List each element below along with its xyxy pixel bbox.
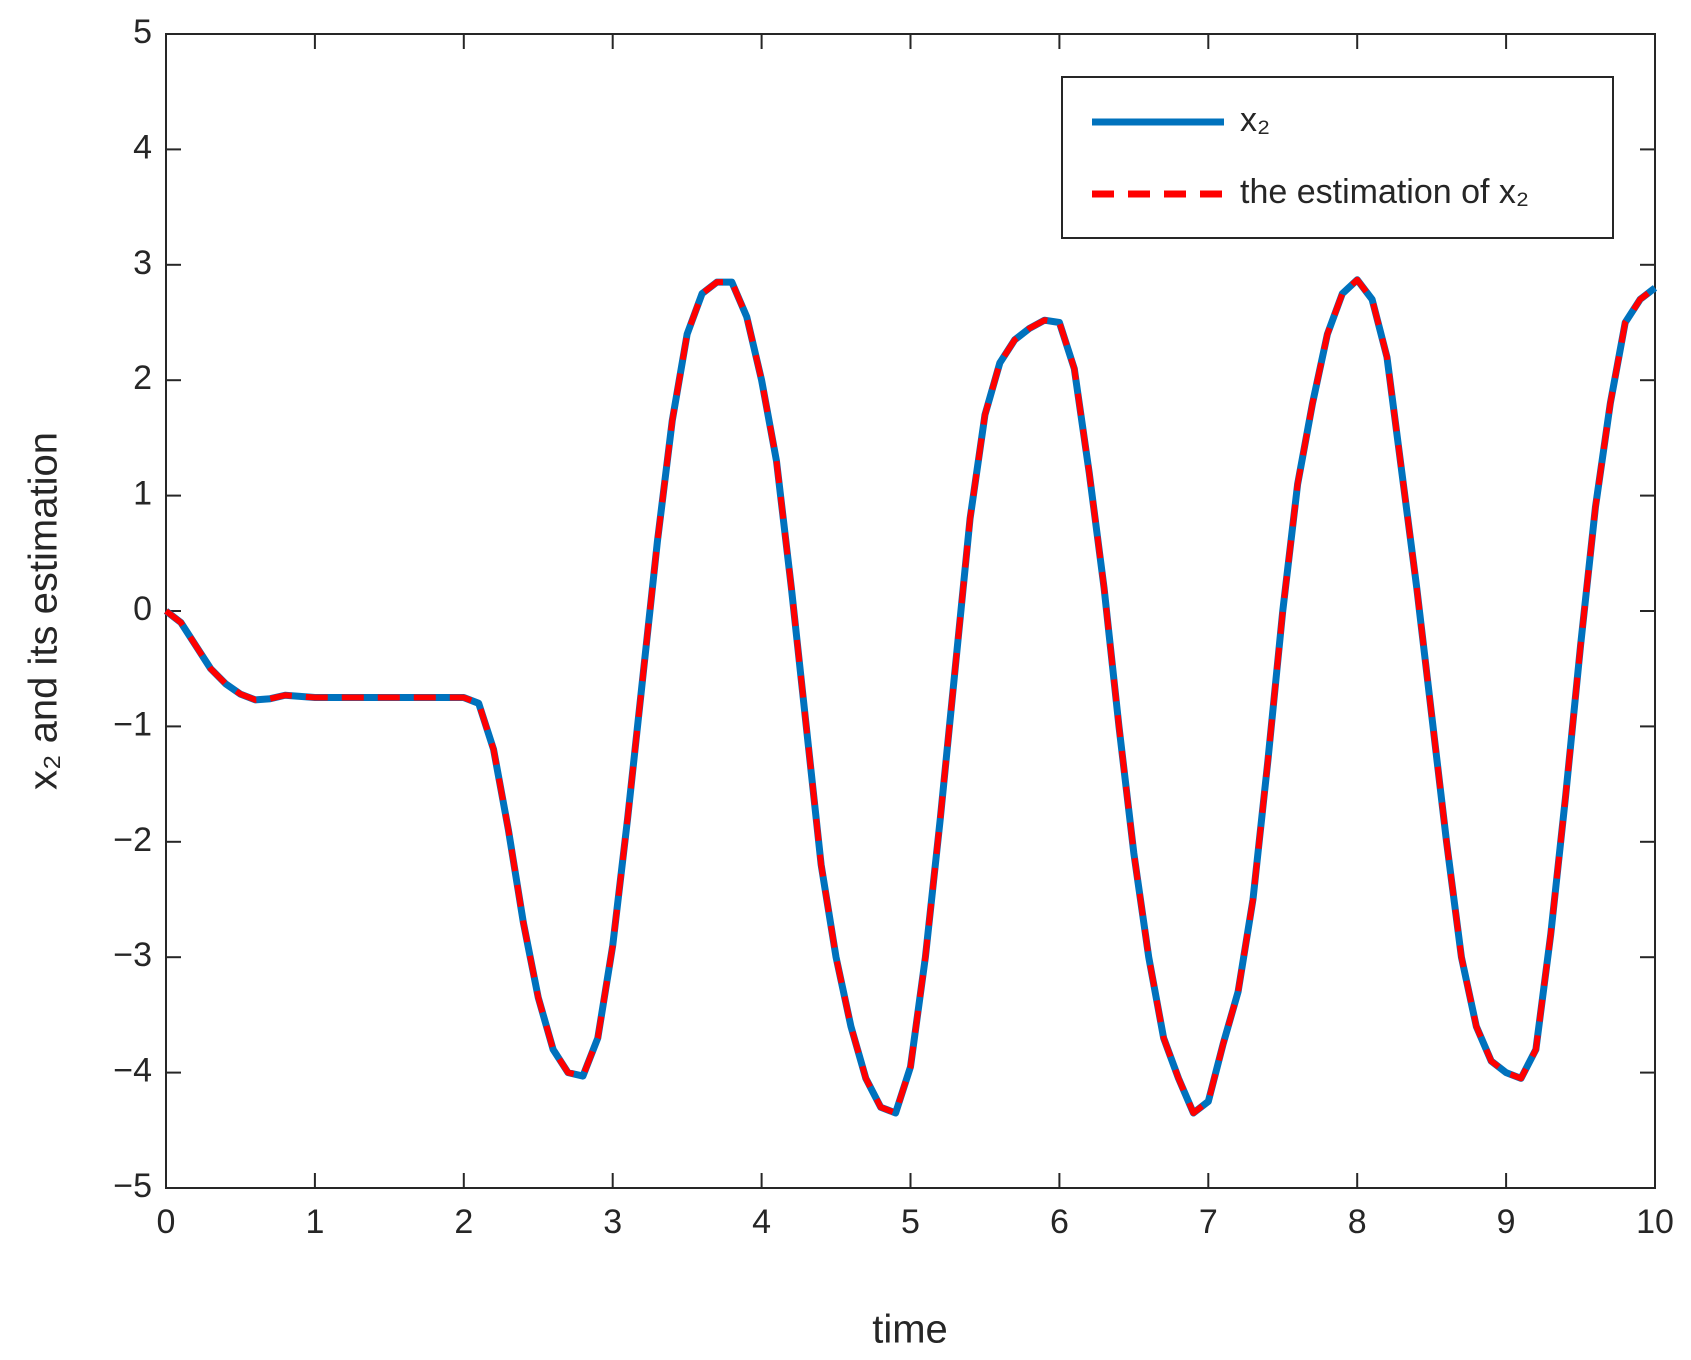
y-tick-label: 1 xyxy=(133,475,152,513)
y-tick-label: −4 xyxy=(113,1052,152,1090)
x-axis-label: time xyxy=(872,1308,948,1352)
x-tick-label: 0 xyxy=(157,1203,176,1241)
x-tick-label: 10 xyxy=(1636,1203,1674,1241)
y-tick-label: 4 xyxy=(133,128,152,166)
y-tick-label: −5 xyxy=(113,1167,152,1205)
legend-box xyxy=(1061,76,1614,239)
x-tick-label: 1 xyxy=(305,1203,324,1241)
series-line xyxy=(164,276,1657,1116)
y-tick-label: −1 xyxy=(113,705,152,743)
y-tick-label: 0 xyxy=(133,590,152,628)
y-tick-label: 5 xyxy=(133,13,152,51)
x-tick-label: 7 xyxy=(1199,1203,1218,1241)
y-tick-label: −2 xyxy=(113,821,152,859)
x-tick-label: 3 xyxy=(603,1203,622,1241)
x-tick-label: 6 xyxy=(1050,1203,1069,1241)
legend-label: the estimation of x₂ xyxy=(1240,173,1529,211)
y-tick-label: 2 xyxy=(133,359,152,397)
x-tick-label: 4 xyxy=(752,1203,771,1241)
x-tick-label: 9 xyxy=(1497,1203,1516,1241)
legend-label: x₂ xyxy=(1240,101,1270,139)
y-axis-label: x₂ and its estimation xyxy=(22,432,66,790)
x-tick-label: 8 xyxy=(1348,1203,1367,1241)
x-tick-label: 2 xyxy=(454,1203,473,1241)
y-tick-label: 3 xyxy=(133,244,152,282)
y-tick-label: −3 xyxy=(113,936,152,974)
x-tick-label: 5 xyxy=(901,1203,920,1241)
